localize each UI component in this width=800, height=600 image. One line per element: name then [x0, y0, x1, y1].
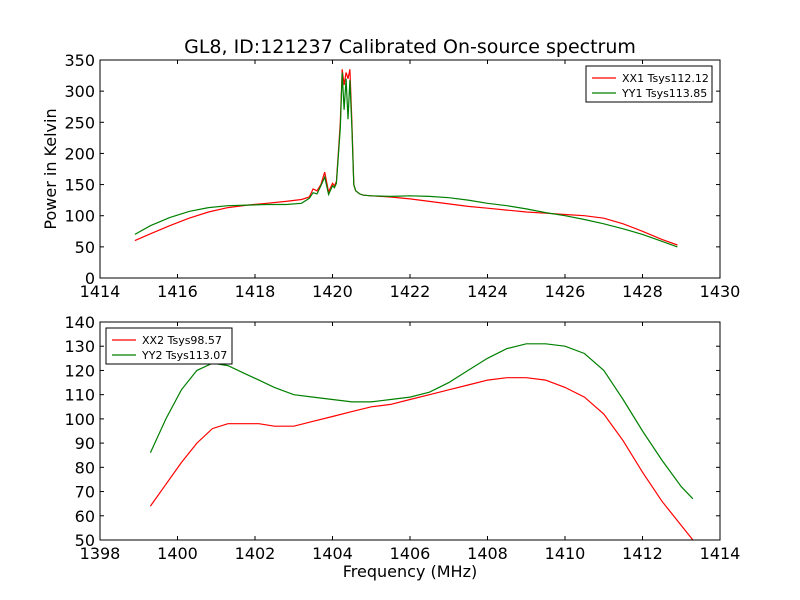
bottom-x-tick-label: 1412: [622, 544, 663, 563]
bottom-subplot: 1398 1400 1402 1404 1406 1408 1410 1412 1414 50 60…: [64, 313, 740, 563]
top-x-tick-label: 1414: [80, 282, 121, 301]
bottom-x-tick-label: 1408: [467, 544, 508, 563]
bottom-x-tick-label: 1398: [80, 544, 121, 563]
top-y-tick-label: 150: [64, 176, 95, 195]
bottom-legend-box: [105, 327, 233, 365]
top-x-tick-label: 1426: [545, 282, 586, 301]
bottom-series-line-2: [149, 343, 694, 500]
bottom-y-tick-label: 130: [64, 337, 95, 356]
bottom-series-line-1: [149, 377, 694, 540]
top-x-tick-label: 1424: [467, 282, 508, 301]
top-legend-box: [585, 65, 713, 103]
top-series-line-2: [134, 72, 678, 248]
bottom-y-tick-label: 90: [75, 434, 95, 453]
bottom-y-tick-label: 110: [64, 386, 95, 405]
top-y-tick-label: 350: [64, 51, 95, 70]
top-subplot: 1414 1416 1418 1420 1422 1424 1426 1428 1430 0 50 1…: [64, 51, 740, 301]
bottom-y-tick-label: 120: [64, 361, 95, 380]
bottom-x-tick-label: 1410: [545, 544, 586, 563]
bottom-legend-label-1: XX2 Tsys98.57: [142, 334, 222, 347]
top-y-tick-label: 0: [85, 269, 95, 288]
figure-title: GL8, ID:121237 Calibrated On-source spec…: [184, 36, 636, 58]
top-x-tick-label: 1430: [700, 282, 741, 301]
top-x-tick-label: 1416: [157, 282, 198, 301]
bottom-y-tick-label: 140: [64, 313, 95, 332]
top-y-tick-label: 200: [64, 144, 95, 163]
top-y-tick-label: 300: [64, 82, 95, 101]
bottom-x-tick-label: 1414: [700, 544, 741, 563]
top-x-tick-label: 1422: [390, 282, 431, 301]
top-y-tick-label: 50: [75, 238, 95, 257]
bottom-x-tick-label: 1404: [312, 544, 353, 563]
top-series-line-1: [134, 69, 678, 246]
bottom-x-tick-label: 1402: [235, 544, 276, 563]
top-y-tick-label: 100: [64, 207, 95, 226]
top-y-tick-label: 250: [64, 113, 95, 132]
y-axis-label: Power in Kelvin: [41, 108, 60, 229]
bottom-x-tick-label: 1400: [157, 544, 198, 563]
top-x-tick-label: 1428: [622, 282, 663, 301]
top-x-tick-label: 1420: [312, 282, 353, 301]
top-x-tick-label: 1418: [235, 282, 276, 301]
bottom-y-tick-label: 60: [75, 507, 95, 526]
bottom-y-tick-label: 50: [75, 531, 95, 550]
bottom-x-tick-label: 1406: [390, 544, 431, 563]
top-legend-label-2: YY1 Tsys113.85: [621, 87, 707, 100]
bottom-y-tick-label: 70: [75, 483, 95, 502]
bottom-legend-label-2: YY2 Tsys113.07: [141, 349, 227, 362]
bottom-y-tick-label: 80: [75, 458, 95, 477]
x-axis-label: Frequency (MHz): [343, 562, 477, 581]
top-legend-label-1: XX1 Tsys112.12: [622, 72, 709, 85]
bottom-y-tick-label: 100: [64, 410, 95, 429]
